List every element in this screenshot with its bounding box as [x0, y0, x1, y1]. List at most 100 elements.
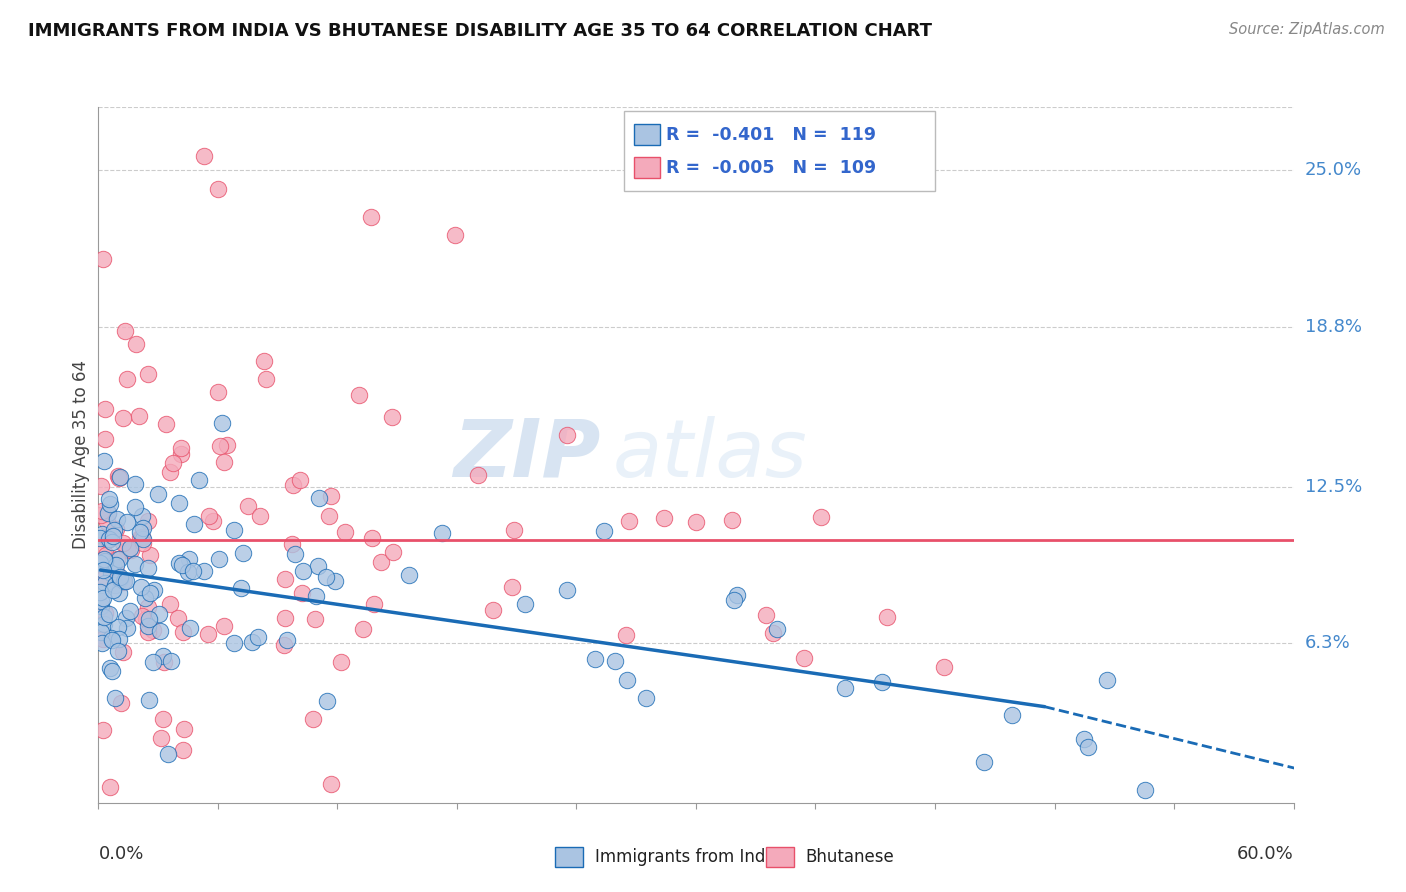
Point [152, 713, 174, 727]
Point [129, 580, 152, 594]
Point [291, 564, 314, 578]
Point [131, 508, 153, 523]
Text: ZIP: ZIP [453, 416, 600, 494]
Point [104, 578, 127, 592]
Point [444, 227, 467, 242]
Point [107, 632, 129, 647]
Point [308, 491, 330, 505]
Point [323, 574, 346, 588]
Point [201, 514, 224, 528]
Point [720, 513, 742, 527]
Point [319, 777, 342, 791]
Point [91, 563, 114, 577]
Point [155, 417, 177, 431]
Text: R =  -0.005   N =  109: R = -0.005 N = 109 [666, 159, 876, 177]
Point [111, 645, 134, 659]
Point [128, 409, 150, 423]
Point [249, 508, 271, 523]
Point [176, 565, 198, 579]
Point [97, 507, 120, 521]
Point [793, 651, 815, 665]
Point [193, 565, 215, 579]
Point [105, 565, 128, 579]
Point [150, 731, 173, 745]
Point [91, 632, 114, 646]
Point [101, 535, 124, 549]
Point [136, 515, 159, 529]
Text: R =  -0.401   N =  119: R = -0.401 N = 119 [666, 126, 876, 144]
Point [273, 638, 295, 652]
Point [139, 548, 162, 562]
Point [108, 551, 131, 566]
Point [117, 372, 139, 386]
Point [207, 182, 229, 196]
Y-axis label: Disability Age 35 to 64: Disability Age 35 to 64 [72, 360, 90, 549]
Point [101, 583, 124, 598]
Point [685, 516, 707, 530]
Point [142, 655, 165, 669]
Point [934, 660, 956, 674]
Point [131, 530, 153, 544]
Point [283, 478, 305, 492]
Point [152, 655, 174, 669]
Point [91, 723, 114, 738]
Point [91, 636, 114, 650]
Point [98, 780, 121, 795]
Point [89, 584, 111, 599]
Point [274, 573, 297, 587]
Point [557, 583, 579, 598]
Point [159, 466, 181, 480]
Point [329, 655, 352, 669]
Point [132, 533, 155, 547]
Point [94, 548, 117, 562]
Point [173, 722, 195, 736]
Point [188, 473, 211, 487]
Point [139, 586, 162, 600]
Point [333, 524, 356, 539]
Point [89, 531, 111, 545]
Point [90, 594, 112, 608]
Point [291, 586, 314, 600]
Point [111, 536, 134, 550]
Point [93, 610, 115, 624]
Point [197, 627, 219, 641]
Point [1133, 783, 1156, 797]
Point [159, 597, 181, 611]
Point [302, 712, 325, 726]
Point [1073, 732, 1095, 747]
Point [120, 604, 142, 618]
Point [304, 612, 326, 626]
Point [111, 574, 134, 589]
Point [167, 496, 190, 510]
Point [834, 681, 856, 696]
Point [115, 543, 138, 558]
Text: Source: ZipAtlas.com: Source: ZipAtlas.com [1229, 22, 1385, 37]
Point [173, 743, 195, 757]
Point [108, 470, 131, 484]
Point [98, 607, 121, 621]
Point [352, 622, 374, 636]
Text: IMMIGRANTS FROM INDIA VS BHUTANESE DISABILITY AGE 35 TO 64 CORRELATION CHART: IMMIGRANTS FROM INDIA VS BHUTANESE DISAB… [28, 22, 932, 40]
Point [381, 409, 404, 424]
Point [482, 603, 505, 617]
Point [167, 556, 190, 570]
Point [108, 585, 131, 599]
Point [142, 623, 165, 637]
Point [135, 612, 157, 626]
Point [97, 533, 120, 548]
Point [973, 755, 995, 769]
Point [148, 487, 170, 501]
Point [1000, 708, 1022, 723]
Point [93, 591, 115, 605]
Text: 25.0%: 25.0% [1305, 161, 1362, 179]
Point [197, 508, 219, 523]
Point [211, 417, 233, 431]
Point [307, 559, 329, 574]
Text: 18.8%: 18.8% [1305, 318, 1361, 336]
Point [90, 508, 112, 522]
Point [315, 569, 337, 583]
Point [107, 644, 129, 658]
Point [876, 610, 898, 624]
Point [321, 489, 343, 503]
Point [614, 627, 637, 641]
